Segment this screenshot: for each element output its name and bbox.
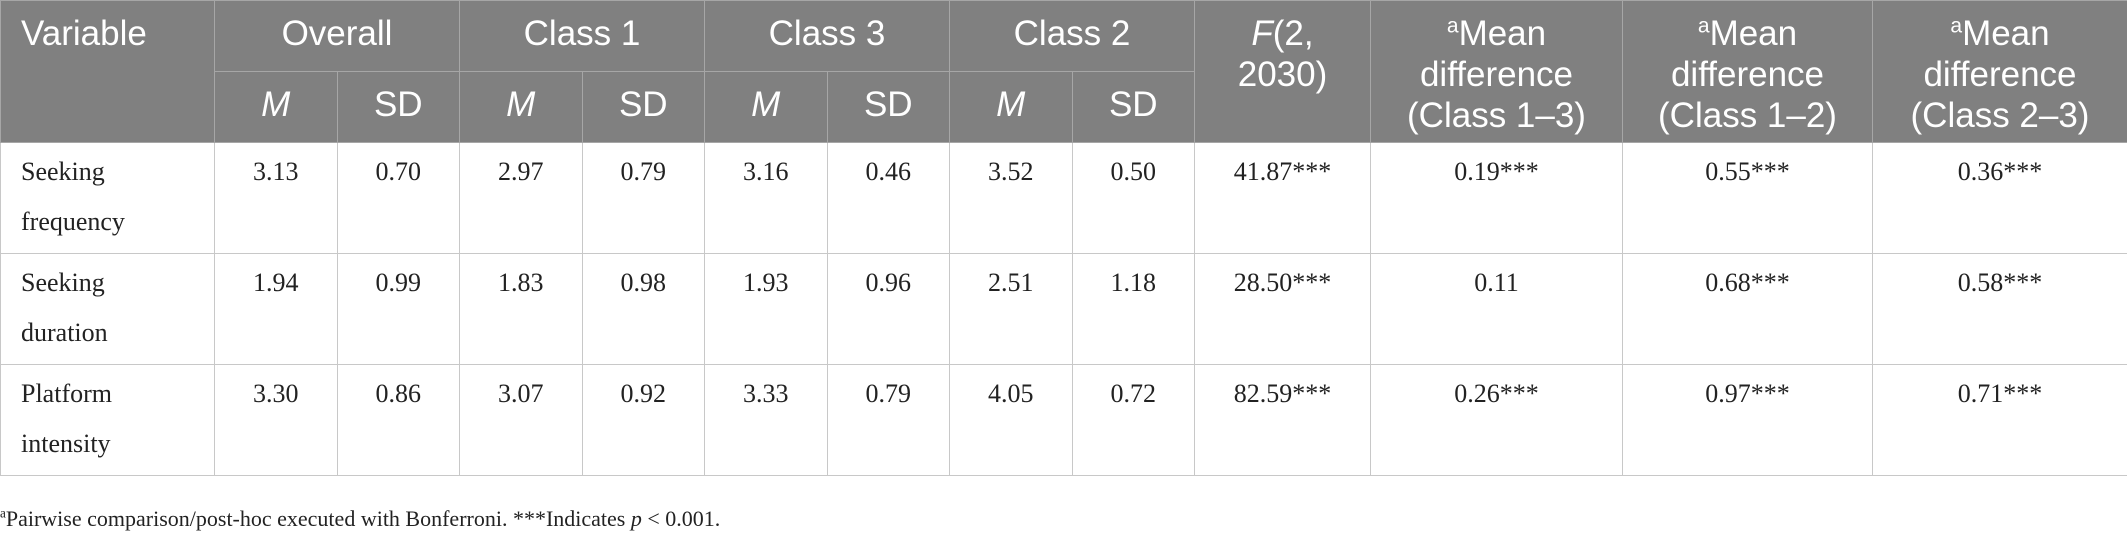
table-header: Variable Overall Class 1 Class 3 Class 2 F(2,… bbox=[0, 0, 2127, 143]
footnote-text: < 0.001. bbox=[641, 506, 721, 531]
table-row: Seeking duration 1.94 0.99 1.83 0.98 1.93 0.96… bbox=[0, 253, 2127, 365]
table-cell: 0.19*** bbox=[1370, 142, 1623, 254]
table-cell: 1.94 bbox=[214, 253, 338, 365]
table-cell: 0.58*** bbox=[1872, 253, 2127, 365]
table-cell: 0.99 bbox=[336, 253, 460, 365]
row-label: Seeking frequency bbox=[0, 142, 215, 254]
header-cell: Variable bbox=[0, 0, 215, 143]
table-cell: 28.50*** bbox=[1194, 253, 1371, 365]
table-cell: 3.30 bbox=[214, 364, 338, 476]
table-cell: 3.52 bbox=[949, 142, 1073, 254]
header-italic: F bbox=[1251, 14, 1273, 53]
results-table: Variable Overall Class 1 Class 3 Class 2 F(2,… bbox=[0, 0, 2127, 476]
sub-header: M bbox=[214, 71, 338, 143]
footnote-italic: p bbox=[630, 506, 642, 531]
table-cell: 41.87*** bbox=[1194, 142, 1371, 254]
table-row: Platform intensity 3.30 0.86 3.07 0.92 3.33 0.… bbox=[0, 364, 2127, 476]
table-cell: 1.18 bbox=[1071, 253, 1195, 365]
header-text: F(2, 2030) bbox=[1228, 13, 1338, 95]
table-row: Seeking frequency 3.13 0.70 2.97 0.79 3.16 0.4… bbox=[0, 142, 2127, 254]
group-header: Class 2 bbox=[949, 0, 1195, 72]
table-cell: 3.07 bbox=[459, 364, 583, 476]
superscript: a bbox=[1697, 14, 1710, 38]
table-cell: 1.93 bbox=[704, 253, 828, 365]
table-cell: 0.98 bbox=[581, 253, 705, 365]
table-cell: 0.46 bbox=[826, 142, 950, 254]
header-cell: F(2, 2030) bbox=[1194, 0, 1371, 143]
sub-header: SD bbox=[1071, 71, 1195, 143]
table-cell: 3.16 bbox=[704, 142, 828, 254]
table-cell: 3.33 bbox=[704, 364, 828, 476]
group-header: Class 1 bbox=[459, 0, 705, 72]
table-cell: 0.11 bbox=[1370, 253, 1623, 365]
sub-header: SD bbox=[336, 71, 460, 143]
table-cell: 0.86 bbox=[336, 364, 460, 476]
table-cell: 0.71*** bbox=[1872, 364, 2127, 476]
sub-header: M bbox=[704, 71, 828, 143]
group-header: Class 3 bbox=[704, 0, 950, 72]
table-cell: 2.97 bbox=[459, 142, 583, 254]
header-text: Mean difference (Class 2–3) bbox=[1910, 14, 2090, 135]
table-cell: 2.51 bbox=[949, 253, 1073, 365]
table-cell: 0.26*** bbox=[1370, 364, 1623, 476]
table-cell: 82.59*** bbox=[1194, 364, 1371, 476]
sub-header-italic: M bbox=[261, 85, 291, 124]
header-row: Variable Overall Class 1 Class 3 Class 2 F(2,… bbox=[0, 0, 2127, 143]
header-text: (2, 2030) bbox=[1237, 14, 1328, 94]
row-label: Platform intensity bbox=[0, 364, 215, 476]
table-cell: 0.36*** bbox=[1872, 142, 2127, 254]
table-cell: 0.72 bbox=[1071, 364, 1195, 476]
table-cell: 0.97*** bbox=[1622, 364, 1873, 476]
superscript: a bbox=[1950, 14, 1963, 38]
superscript: a bbox=[1446, 14, 1459, 38]
superscript: a bbox=[0, 505, 6, 521]
sub-header-italic: M bbox=[506, 85, 536, 124]
table-body: Seeking frequency 3.13 0.70 2.97 0.79 3.16 0.4… bbox=[0, 142, 2127, 476]
sub-header: M bbox=[949, 71, 1073, 143]
table-cell: 3.13 bbox=[214, 142, 338, 254]
group-header: Overall bbox=[214, 0, 460, 72]
sub-header: SD bbox=[581, 71, 705, 143]
table-cell: 1.83 bbox=[459, 253, 583, 365]
header-row: M SD M SD M SD M SD bbox=[1, 71, 2127, 143]
sub-header: SD bbox=[826, 71, 950, 143]
table-cell: 0.70 bbox=[336, 142, 460, 254]
footnote: aPairwise comparison/post-hoc executed w… bbox=[0, 506, 720, 532]
header-text: Mean difference (Class 1–3) bbox=[1407, 14, 1586, 135]
table-cell: 0.55*** bbox=[1622, 142, 1873, 254]
table-cell: 0.50 bbox=[1071, 142, 1195, 254]
row-label: Seeking duration bbox=[0, 253, 215, 365]
sub-header: M bbox=[459, 71, 583, 143]
table-cell: 0.96 bbox=[826, 253, 950, 365]
header-text: Mean difference (Class 1–2) bbox=[1658, 14, 1837, 135]
table-cell: 0.79 bbox=[581, 142, 705, 254]
header-cell: aMean difference (Class 1–3) bbox=[1370, 0, 1623, 143]
header-cell: aMean difference (Class 2–3) bbox=[1872, 0, 2127, 143]
sub-header-italic: M bbox=[996, 85, 1026, 124]
table-cell: 0.79 bbox=[826, 364, 950, 476]
table-cell: 0.68*** bbox=[1622, 253, 1873, 365]
header-cell: aMean difference (Class 1–2) bbox=[1622, 0, 1873, 143]
sub-header-italic: M bbox=[751, 85, 781, 124]
table-cell: 0.92 bbox=[581, 364, 705, 476]
table-cell: 4.05 bbox=[949, 364, 1073, 476]
footnote-text: Pairwise comparison/post-hoc executed wi… bbox=[5, 506, 631, 531]
